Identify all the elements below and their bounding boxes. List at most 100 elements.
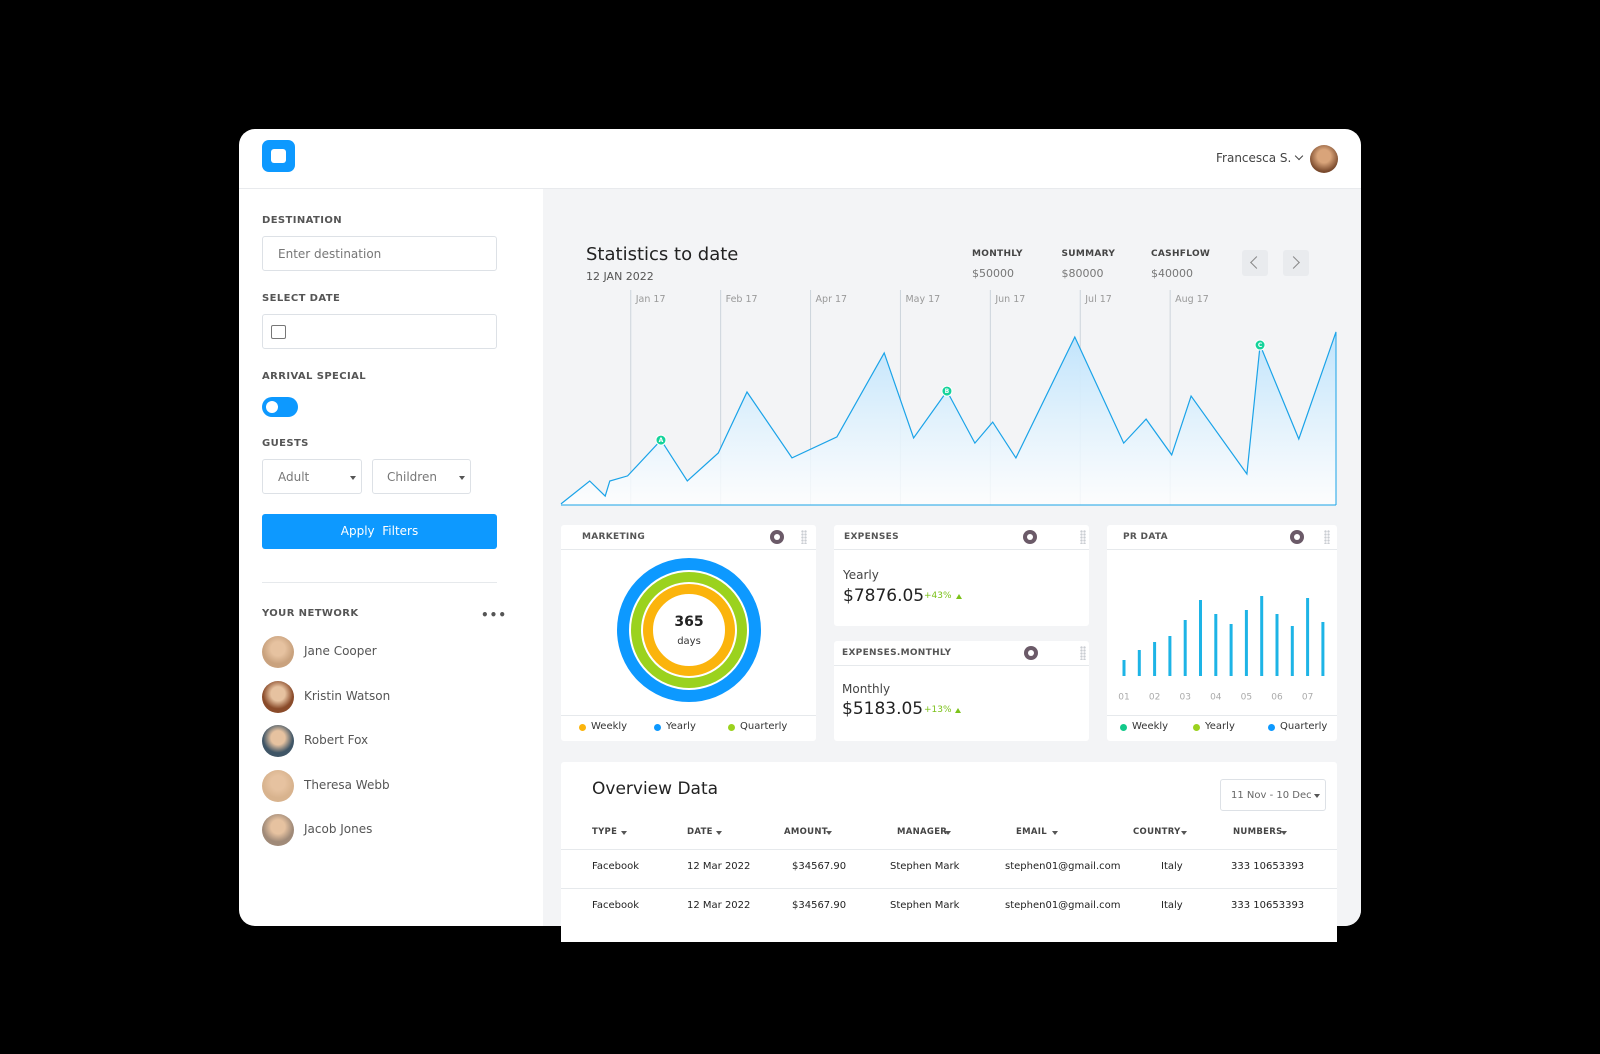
adult-select[interactable]: Adult — [262, 459, 362, 494]
sort-caret — [716, 831, 723, 835]
prev-button[interactable] — [1242, 250, 1268, 276]
column-header: COUNTRY — [1133, 827, 1181, 837]
toggle-knob — [266, 401, 278, 413]
person-avatar — [262, 769, 294, 802]
point-marker — [1254, 339, 1266, 351]
column-header: AMOUNT — [784, 827, 828, 837]
x-tick-label: Apr 17 — [816, 294, 848, 305]
date-input[interactable] — [262, 314, 497, 349]
column-header: TYPE — [592, 827, 618, 837]
column-header: DATE — [687, 827, 713, 837]
table-cell: 333 10653393 — [1231, 861, 1305, 872]
date-label: SELECT DATE — [262, 293, 341, 304]
monthly-amount: $5183.05 — [842, 699, 924, 719]
legend-label: Yearly — [666, 721, 696, 732]
donut-value: 365 — [674, 614, 703, 630]
table-cell: Facebook — [592, 900, 639, 911]
expenses-period: Yearly — [843, 568, 879, 582]
point-label: B — [945, 388, 950, 395]
apply-button[interactable]: Apply Filters — [262, 514, 497, 549]
column-header: MANAGER — [897, 827, 948, 837]
destination-placeholder: Enter destination — [278, 247, 382, 261]
table-cell: 333 10653393 — [1231, 900, 1305, 911]
card-divider — [1107, 715, 1337, 716]
legend-label: Yearly — [1205, 721, 1235, 732]
network-more[interactable]: ••• — [481, 608, 508, 622]
row-divider — [561, 849, 1337, 850]
select-caret — [1314, 794, 1320, 798]
person-name: Kristin Watson — [304, 688, 391, 703]
column-header: EMAIL — [1016, 827, 1047, 837]
settings-icon[interactable] — [1024, 646, 1038, 660]
bar — [1214, 614, 1218, 676]
donut-ring — [631, 572, 747, 688]
next-button[interactable] — [1283, 250, 1309, 276]
table-cell: 12 Mar 2022 — [687, 861, 751, 872]
x-tick-label: May 17 — [905, 294, 940, 305]
table-cell: Italy — [1161, 900, 1183, 911]
overview-title: Overview Data — [592, 779, 719, 799]
sort-caret — [621, 831, 628, 835]
expenses-card: EXPENSES Yearly $7876.05 +43% — [834, 525, 1089, 626]
children-text: Children — [387, 470, 437, 484]
x-tick-label: 05 — [1241, 693, 1252, 703]
card-divider — [561, 549, 816, 550]
drag-handle[interactable] — [1080, 530, 1086, 544]
legend-dot — [1120, 724, 1127, 731]
user-avatar[interactable] — [1310, 145, 1338, 173]
logo[interactable] — [262, 140, 295, 172]
expenses-monthly-card: EXPENSES.MONTHLY Monthly $5183.05 +13% — [834, 641, 1089, 741]
x-tick-label: 04 — [1210, 693, 1222, 703]
monthly-change: +13% — [924, 705, 952, 715]
table-cell: $34567.90 — [792, 900, 847, 911]
table-cell: Facebook — [592, 861, 639, 872]
pr-title: PR DATA — [1123, 532, 1168, 542]
legend-dot — [654, 724, 661, 731]
point-marker — [941, 385, 953, 397]
point-marker — [655, 434, 667, 446]
table-cell: $34567.90 — [792, 861, 847, 872]
settings-icon[interactable] — [770, 530, 784, 544]
summary-value: $40000 — [1151, 267, 1193, 280]
table-cell: stephen01@gmail.com — [1005, 861, 1121, 872]
person-name: Theresa Webb — [304, 777, 390, 792]
card-divider — [561, 715, 816, 716]
person-avatar — [262, 814, 294, 846]
children-select[interactable]: Children — [372, 459, 471, 494]
destination-label: DESTINATION — [262, 215, 343, 226]
drag-handle[interactable] — [801, 530, 807, 544]
user-name[interactable]: Francesca S. — [1216, 151, 1292, 165]
select-caret — [459, 476, 465, 480]
range-select[interactable]: 11 Nov - 10 Dec — [1220, 779, 1326, 811]
monthly-period: Monthly — [842, 682, 891, 696]
sort-caret — [825, 831, 832, 835]
arrival-toggle[interactable] — [262, 397, 298, 417]
summary-value: $80000 — [1061, 267, 1104, 280]
person-avatar — [262, 636, 294, 668]
legend-dot — [728, 724, 735, 731]
card-divider — [1107, 549, 1337, 550]
calendar-icon — [271, 325, 286, 339]
destination-input[interactable]: Enter destination — [262, 236, 497, 271]
settings-icon[interactable] — [1023, 530, 1037, 544]
bar — [1229, 624, 1233, 676]
legend-label: Weekly — [1132, 721, 1169, 732]
person-avatar — [262, 680, 294, 713]
summary-label: SUMMARY — [1061, 249, 1116, 259]
legend-label: Quarterly — [740, 721, 788, 732]
drag-handle[interactable] — [1324, 530, 1330, 544]
table-cell: Stephen Mark — [890, 861, 960, 872]
settings-icon[interactable] — [1290, 530, 1304, 544]
x-tick-label: Aug 17 — [1175, 294, 1209, 305]
table-cell: 12 Mar 2022 — [687, 900, 751, 911]
expenses-change: +43% — [924, 591, 952, 601]
x-tick-label: Feb 17 — [726, 294, 758, 305]
bar — [1260, 596, 1264, 676]
header-divider — [239, 188, 1361, 189]
donut-ring — [643, 584, 735, 676]
drag-handle[interactable] — [1080, 646, 1086, 660]
expenses-amount: $7876.05 — [843, 586, 925, 606]
stats-title: Statistics to date — [586, 244, 739, 265]
up-arrow — [956, 594, 962, 599]
